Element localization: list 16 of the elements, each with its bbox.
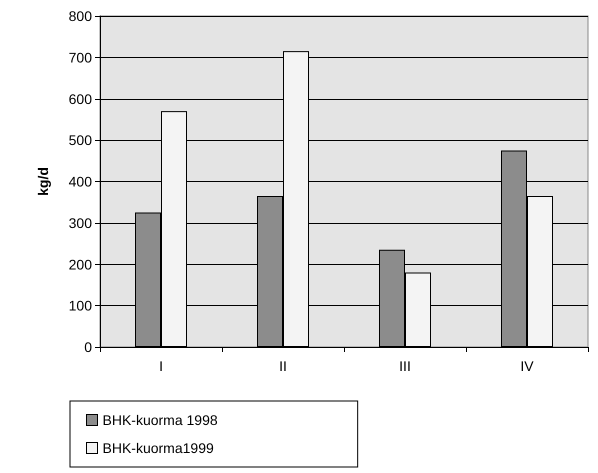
y-tick-label: 200: [68, 256, 92, 272]
x-tick-label: II: [279, 358, 287, 374]
x-tick-label: I: [159, 358, 163, 374]
y-tick-label: 500: [68, 132, 92, 148]
x-tick-label: III: [399, 358, 411, 374]
y-tick-label: 300: [68, 214, 92, 231]
legend-label: BHK-kuorma 1998: [102, 412, 218, 428]
x-tick-label: IV: [520, 358, 534, 374]
y-tick-label: 600: [68, 90, 92, 107]
y-tick-label: 0: [84, 339, 92, 355]
y-tick-label: 100: [68, 298, 92, 314]
y-tick-label: 800: [68, 8, 92, 24]
y-tick-label: 400: [68, 174, 92, 190]
y-tick-label: 700: [68, 49, 92, 66]
legend-label: BHK-kuorma1999: [102, 440, 214, 456]
y-axis-title: kg/d: [35, 167, 51, 196]
